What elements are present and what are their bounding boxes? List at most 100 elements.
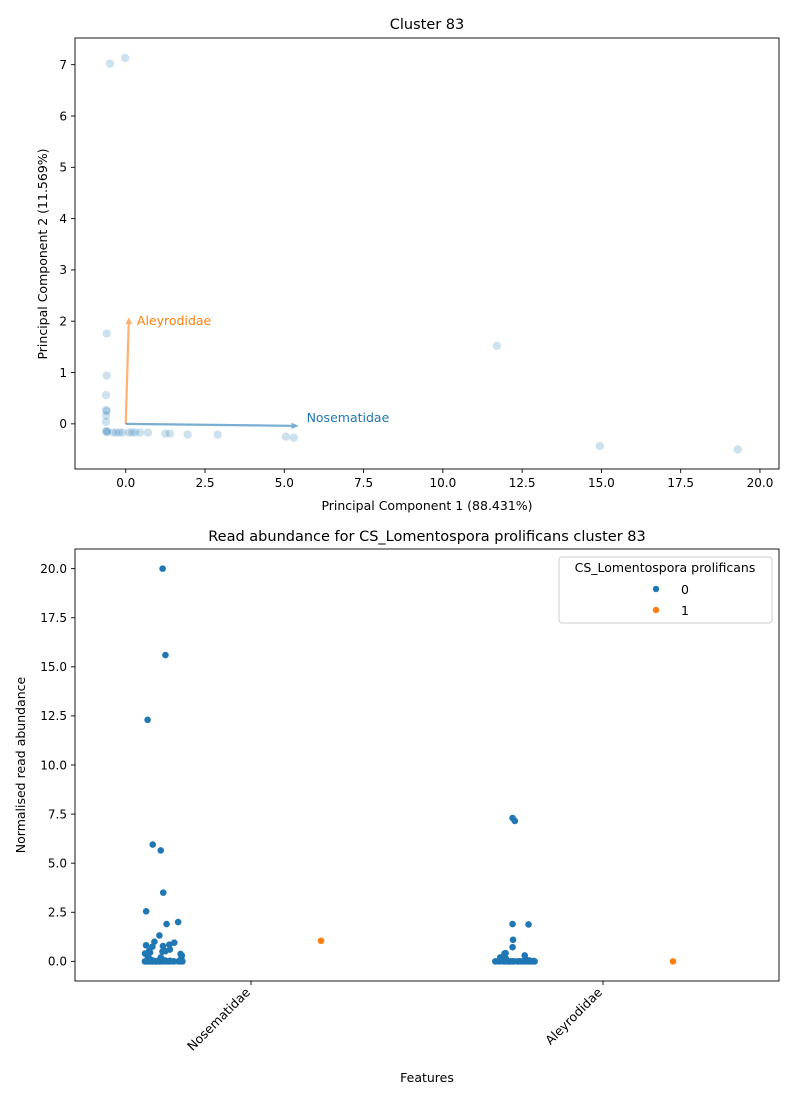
pca-point — [118, 428, 127, 437]
pca-title: Cluster 83 — [390, 17, 465, 33]
strip-point-series-0 — [165, 958, 173, 965]
pca-y-tick-label: 0 — [59, 417, 67, 431]
pca-point — [492, 341, 501, 351]
strip-point-series-0 — [142, 907, 150, 915]
pca-y-tick-label: 3 — [59, 263, 67, 277]
pca-point — [131, 428, 140, 437]
strip-x-axis-label: Features — [400, 1070, 454, 1085]
pca-points — [101, 53, 742, 454]
strip-x-tick-label: Nosematidae — [184, 984, 253, 1053]
pca-point — [101, 426, 111, 436]
strip-point-series-0 — [156, 932, 163, 939]
pca-x-tick-label: 5.0 — [275, 476, 294, 490]
pca-x-ticks: 0.0 2.5 5.0 7.5 10.0 12.5 15.0 17.5 20.0 — [116, 469, 773, 490]
pca-point — [101, 390, 111, 400]
strip-point-series-0 — [165, 941, 173, 948]
pca-plot-area — [74, 37, 780, 470]
strip-point-series-0 — [163, 920, 170, 928]
strip-y-ticks: 0.0 2.5 5.0 7.5 10.0 12.5 15.0 17.5 20.0 — [40, 562, 75, 969]
strip-y-tick-label: 7.5 — [48, 807, 67, 821]
pca-point — [103, 427, 112, 436]
strip-point-series-0 — [152, 958, 160, 965]
pca-point — [595, 441, 605, 451]
strip-points — [141, 565, 677, 965]
strip-point-series-0 — [162, 651, 169, 659]
pca-panel: Cluster 83 Aleyrodidae Nosematidae 0.0 2.5… — [35, 17, 780, 513]
strip-point-series-0 — [496, 958, 504, 965]
pca-point — [165, 429, 175, 438]
pca-y-tick-label: 4 — [59, 212, 67, 226]
strip-point-series-0 — [177, 958, 185, 965]
pca-x-tick-label: 2.5 — [195, 476, 214, 490]
pca-x-tick-label: 15.0 — [588, 476, 615, 490]
loading-arrowhead — [291, 422, 299, 430]
strip-point-series-0 — [159, 948, 166, 955]
strip-point-series-0 — [525, 921, 532, 928]
strip-point-series-0 — [159, 889, 167, 896]
legend-frame — [558, 556, 773, 624]
pca-y-tick-label: 6 — [59, 109, 67, 123]
strip-y-tick-label: 20.0 — [40, 562, 67, 576]
strip-point-series-0 — [515, 958, 522, 965]
loading-vector-nosematidae — [125, 422, 292, 427]
pca-point — [102, 427, 111, 437]
strip-y-tick-label: 12.5 — [40, 709, 67, 723]
loading-arrowhead — [125, 317, 132, 325]
pca-point — [101, 405, 111, 415]
strip-point-series-0 — [510, 958, 518, 965]
strip-y-axis-label: Normalised read abundance — [13, 676, 28, 853]
strip-point-series-0 — [170, 939, 178, 947]
legend-label-1: 1 — [681, 603, 689, 618]
strip-point-series-0 — [509, 920, 516, 928]
pca-point — [101, 411, 111, 420]
pca-y-tick-label: 2 — [59, 315, 67, 329]
strip-point-series-0 — [523, 958, 531, 965]
strip-point-series-0 — [159, 565, 166, 572]
pca-y-ticks: 0 1 2 3 4 5 6 7 — [59, 58, 75, 431]
pca-point — [213, 430, 222, 439]
pca-point — [105, 59, 115, 68]
strip-x-tick-label: Aleyrodidae — [542, 984, 605, 1047]
loading-label-nosematidae: Nosematidae — [307, 410, 390, 425]
pca-x-tick-label: 10.0 — [429, 476, 456, 490]
pca-x-tick-label: 7.5 — [354, 476, 373, 490]
pca-x-tick-label: 12.5 — [509, 476, 536, 490]
pca-point — [120, 53, 130, 63]
loading-vector-aleyrodidae — [124, 324, 130, 424]
strip-x-ticks: Nosematidae Aleyrodidae — [184, 981, 605, 1054]
strip-y-tick-label: 5.0 — [48, 856, 67, 870]
pca-x-tick-label: 0.0 — [116, 476, 135, 490]
pca-x-axis-label: Principal Component 1 (88.431%) — [321, 498, 532, 513]
legend-label-0: 0 — [681, 582, 689, 597]
pca-y-tick-label: 7 — [59, 58, 67, 72]
loading-label-aleyrodidae: Aleyrodidae — [137, 313, 212, 328]
pca-point — [143, 428, 153, 437]
strip-point-series-0 — [511, 817, 519, 825]
strip-title: Read abundance for CS_Lomentospora proli… — [208, 529, 646, 545]
pca-point — [161, 429, 170, 438]
pca-y-tick-label: 5 — [59, 161, 67, 175]
pca-point — [102, 406, 111, 416]
strip-point-series-0 — [149, 841, 157, 848]
strip-point-series-0 — [157, 847, 165, 854]
strip-point-series-1 — [669, 958, 677, 965]
pca-point — [281, 432, 291, 441]
legend-title: CS_Lomentospora prolificans — [575, 560, 756, 575]
strip-y-tick-label: 2.5 — [48, 906, 67, 920]
pca-vectors: Aleyrodidae Nosematidae — [124, 313, 390, 430]
pca-point — [127, 428, 137, 437]
strip-legend: CS_Lomentospora prolificans 0 1 — [558, 556, 773, 624]
strip-point-series-0 — [144, 716, 151, 724]
strip-point-series-0 — [509, 936, 517, 944]
pca-x-tick-label: 17.5 — [667, 476, 694, 490]
strip-y-tick-label: 15.0 — [40, 660, 67, 674]
strip-panel: Read abundance for CS_Lomentospora proli… — [13, 529, 780, 1085]
strip-point-series-0 — [174, 918, 182, 926]
pca-y-tick-label: 1 — [59, 366, 67, 380]
pca-point — [112, 428, 121, 437]
pca-point — [102, 329, 111, 338]
pca-point — [183, 430, 192, 439]
strip-y-tick-label: 17.5 — [40, 611, 67, 625]
strip-point-series-0 — [509, 943, 516, 951]
